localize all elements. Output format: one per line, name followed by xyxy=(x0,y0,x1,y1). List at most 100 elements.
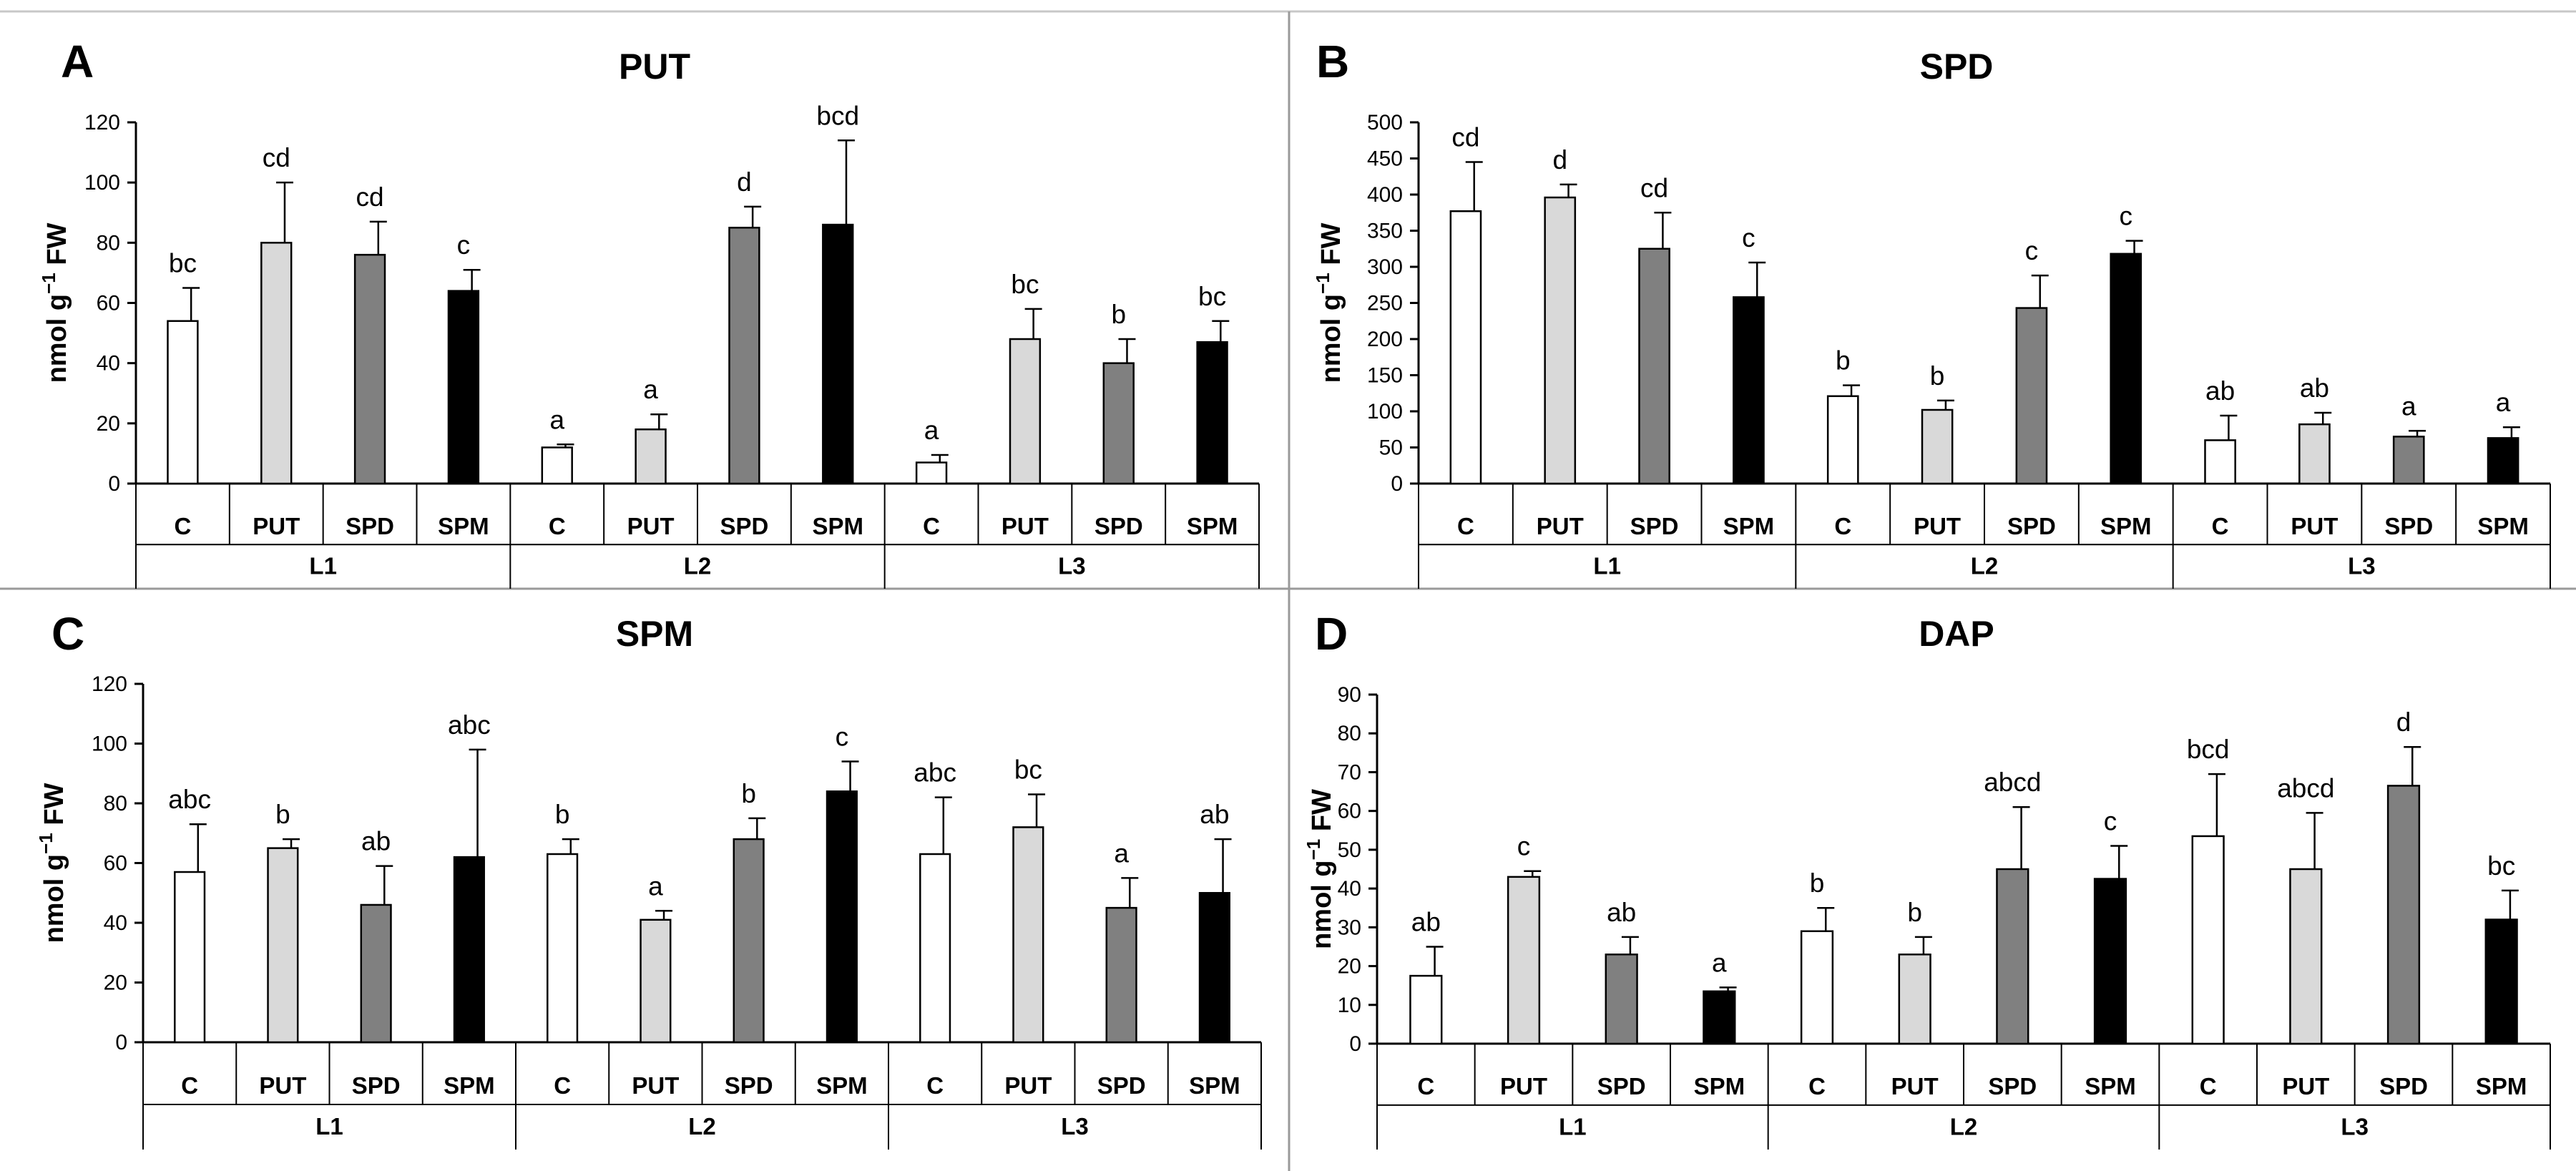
y-axis-label: nmol g−1 FW xyxy=(1303,789,1337,949)
y-tick-label: 0 xyxy=(1349,1032,1361,1056)
y-tick-label: 350 xyxy=(1367,220,1403,243)
category-label: SPM xyxy=(444,1072,495,1099)
y-tick-label: 500 xyxy=(1367,111,1403,134)
group-label: L1 xyxy=(1559,1113,1587,1140)
y-tick-label: 0 xyxy=(108,472,120,496)
category-label: SPD xyxy=(2007,513,2056,539)
significance-letter: bcd xyxy=(816,101,859,130)
category-label: PUT xyxy=(1500,1073,1547,1099)
category-label: PUT xyxy=(2291,513,2338,539)
significance-letter: b xyxy=(1810,868,1825,898)
significance-letter: ab xyxy=(1607,898,1636,927)
category-label: PUT xyxy=(1537,513,1584,539)
category-label: C xyxy=(554,1072,571,1099)
group-label: L2 xyxy=(1950,1113,1978,1140)
bar-spm xyxy=(826,790,858,1044)
bar-spm xyxy=(2110,253,2142,485)
bar-put xyxy=(2289,868,2323,1045)
bar-spd xyxy=(2386,785,2421,1045)
bar-spd xyxy=(1638,248,1670,485)
significance-letter: a xyxy=(1712,948,1727,977)
bar-c xyxy=(2204,439,2236,485)
bar-spm xyxy=(1198,892,1230,1044)
bar-c xyxy=(1409,974,1443,1045)
significance-letter: bc xyxy=(1011,270,1039,299)
category-label: C xyxy=(1808,1073,1826,1099)
group-label: L3 xyxy=(1061,1113,1089,1140)
significance-letter: a xyxy=(924,416,939,445)
group-label: L1 xyxy=(309,552,337,579)
y-tick-label: 60 xyxy=(97,292,120,315)
y-tick-label: 300 xyxy=(1367,255,1403,279)
category-label: SPD xyxy=(1097,1072,1146,1099)
panel-letter: A xyxy=(61,36,94,87)
category-label: SPM xyxy=(1694,1073,1745,1099)
significance-letter: ab xyxy=(2300,373,2329,403)
significance-letter: a xyxy=(2496,388,2511,417)
significance-letter: d xyxy=(1552,145,1567,175)
bar-spd xyxy=(1996,868,2029,1045)
group-label: L2 xyxy=(684,552,712,579)
bar-put xyxy=(640,918,672,1044)
bar-c xyxy=(167,320,199,485)
group-label: L1 xyxy=(315,1113,343,1140)
category-label: SPD xyxy=(1988,1073,2037,1099)
y-tick-label: 200 xyxy=(1367,328,1403,351)
category-label: SPM xyxy=(816,1072,868,1099)
significance-letter: a xyxy=(2401,391,2416,421)
category-label: PUT xyxy=(259,1072,306,1099)
bar-spd xyxy=(1102,362,1135,485)
bar-spd xyxy=(353,253,386,485)
significance-letter: b xyxy=(275,800,290,829)
significance-letter: abcd xyxy=(1984,768,2041,797)
category-label: C xyxy=(1457,513,1474,539)
y-tick-label: 80 xyxy=(1338,722,1361,745)
bar-put xyxy=(1921,408,1954,485)
significance-letter: c xyxy=(1742,223,1755,253)
y-tick-label: 20 xyxy=(104,971,127,995)
y-tick-label: 120 xyxy=(92,672,127,696)
significance-letter: c xyxy=(2120,202,2133,231)
bar-spm xyxy=(1196,340,1228,485)
category-label: SPD xyxy=(720,513,768,539)
significance-letter: cd xyxy=(1451,123,1479,152)
bar-spd xyxy=(1605,954,1638,1045)
category-label: SPM xyxy=(2476,1073,2527,1099)
category-label: SPD xyxy=(2379,1073,2428,1099)
significance-letter: a xyxy=(648,871,663,901)
y-tick-label: 80 xyxy=(97,231,120,255)
bar-spd xyxy=(2015,307,2048,485)
significance-letter: b xyxy=(1836,346,1851,376)
significance-letter: d xyxy=(2396,707,2411,737)
significance-letter: bc xyxy=(1014,755,1042,784)
significance-letter: bc xyxy=(169,248,197,278)
bar-c xyxy=(541,446,573,485)
category-label: C xyxy=(181,1072,198,1099)
y-tick-label: 150 xyxy=(1367,364,1403,388)
y-axis-label: nmol g−1 FW xyxy=(35,783,69,943)
significance-letter: ab xyxy=(2205,376,2235,406)
panel-b: B SPD nmol g−1 FW 0 50 100 150 200 250 300 350 400 4… xyxy=(1312,36,2551,589)
y-tick-label: 50 xyxy=(1338,838,1361,862)
significance-letter: abc xyxy=(914,758,956,788)
bar-c xyxy=(1826,395,1859,485)
category-label: SPD xyxy=(1597,1073,1646,1099)
bar-put xyxy=(2298,423,2331,485)
significance-letter: c xyxy=(836,722,849,752)
group-label: L3 xyxy=(2348,552,2376,579)
group-label: L2 xyxy=(688,1113,716,1140)
category-label: C xyxy=(549,513,566,539)
y-tick-label: 60 xyxy=(1338,800,1361,823)
y-tick-label: 40 xyxy=(97,352,120,376)
bar-spd xyxy=(1105,906,1137,1044)
y-tick-label: 70 xyxy=(1338,760,1361,784)
bar-c xyxy=(919,853,951,1044)
significance-letter: abc xyxy=(168,785,211,814)
bar-spm xyxy=(2093,878,2127,1045)
bar-c xyxy=(1449,210,1482,485)
bar-spm xyxy=(1733,296,1765,485)
significance-letter: ab xyxy=(1411,907,1441,936)
y-tick-label: 400 xyxy=(1367,183,1403,207)
